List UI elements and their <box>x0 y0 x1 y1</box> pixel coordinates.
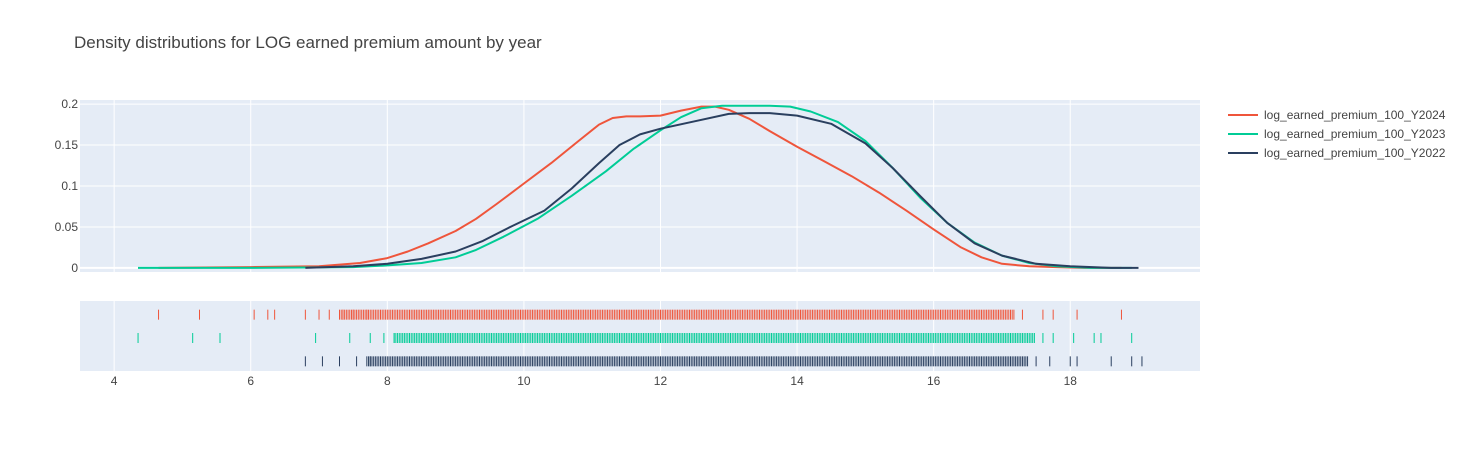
x-tick-label: 12 <box>654 374 668 388</box>
legend-item-1[interactable]: log_earned_premium_100_Y2024 <box>1228 108 1446 122</box>
rug-row-1 <box>158 309 1122 320</box>
rug-panel: 4 6 8 10 12 14 16 18 <box>80 301 1200 388</box>
y-tick-label: 0.05 <box>55 220 79 234</box>
x-tick-label: 8 <box>384 374 391 388</box>
rug-row-3 <box>304 356 1143 367</box>
x-tick-label: 16 <box>927 374 941 388</box>
y-tick-label: 0.15 <box>55 138 79 152</box>
x-tick-label: 4 <box>111 374 118 388</box>
legend[interactable]: log_earned_premium_100_Y2024 log_earned_p… <box>1228 108 1446 160</box>
x-tick-label: 18 <box>1064 374 1078 388</box>
chart-title: Density distributions for LOG earned pre… <box>74 33 542 52</box>
x-tick-label: 10 <box>517 374 531 388</box>
legend-label: log_earned_premium_100_Y2023 <box>1264 127 1446 141</box>
y-tick-label: 0 <box>71 261 78 275</box>
density-panel: 0 0.05 0.1 0.15 0.2 <box>55 97 1200 275</box>
legend-label: log_earned_premium_100_Y2024 <box>1264 108 1446 122</box>
legend-label: log_earned_premium_100_Y2022 <box>1264 146 1446 160</box>
x-tick-label: 14 <box>790 374 804 388</box>
legend-item-3[interactable]: log_earned_premium_100_Y2022 <box>1228 146 1446 160</box>
legend-item-2[interactable]: log_earned_premium_100_Y2023 <box>1228 127 1446 141</box>
y-tick-label: 0.2 <box>61 97 78 111</box>
density-line-1 <box>158 105 1122 269</box>
x-tick-label: 6 <box>247 374 254 388</box>
rug-row-2 <box>137 333 1133 343</box>
density-line-3 <box>305 112 1139 269</box>
y-tick-label: 0.1 <box>61 179 78 193</box>
